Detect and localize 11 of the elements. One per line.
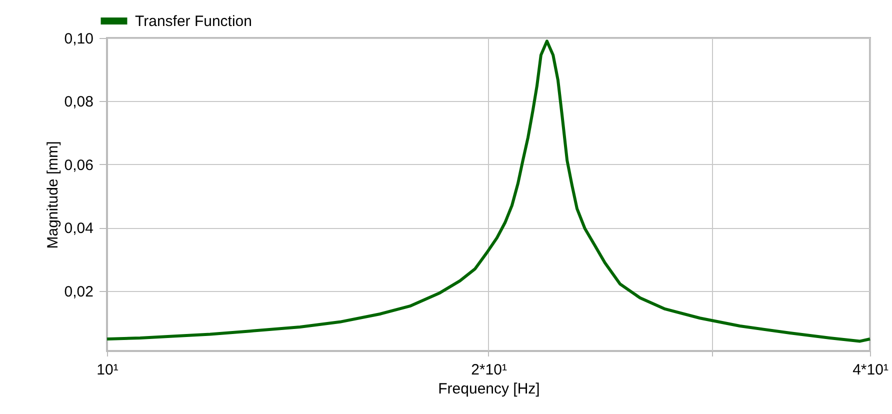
legend-label: Transfer Function [135,13,252,30]
y-tick-label: 0,02 [64,283,94,300]
x-tick-label: 10¹ [96,362,118,378]
y-tick-label: 0,04 [64,220,94,238]
x-tick-label: 4*10¹ [852,362,888,378]
x-axis-title: Frequency [Hz] [438,380,540,398]
y-tick-label: 0,06 [64,156,94,174]
y-tick-label: 0,08 [64,94,94,111]
y-tick-label: 0,10 [64,30,94,48]
x-tick-label: 2*10¹ [471,362,507,378]
y-axis-title: Magnitude [mm] [44,141,62,249]
